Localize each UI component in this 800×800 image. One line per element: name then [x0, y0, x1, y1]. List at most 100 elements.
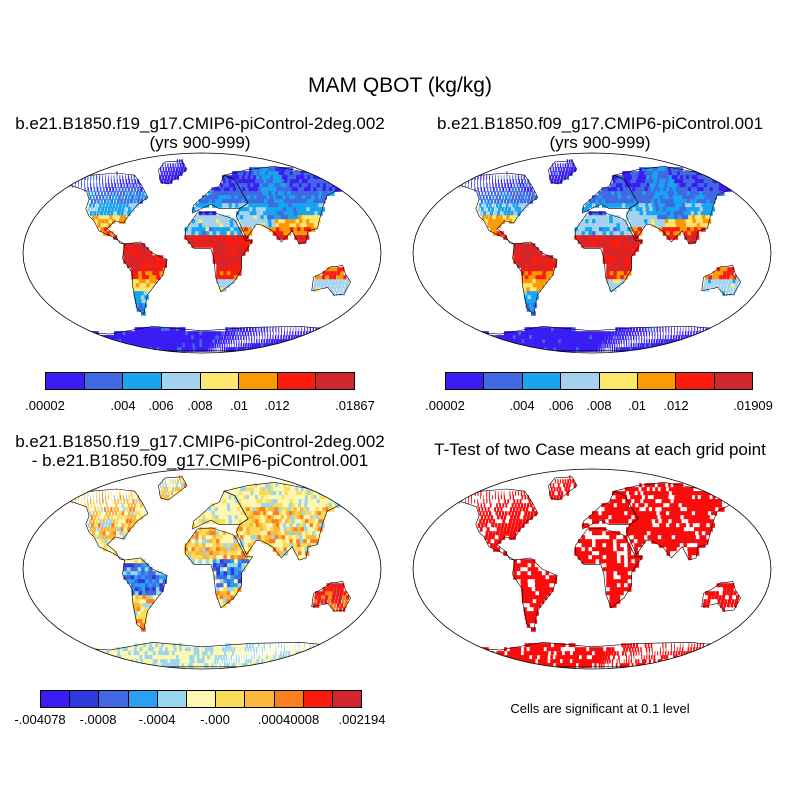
- grid-cell: [244, 243, 250, 248]
- grid-cell: [635, 171, 641, 176]
- grid-cell: [217, 347, 219, 352]
- grid-cell: [92, 531, 96, 536]
- grid-cell: [250, 175, 256, 180]
- grid-cell: [212, 539, 217, 544]
- grid-cell: [285, 223, 291, 228]
- grid-cell: [212, 259, 217, 264]
- grid-cell: [243, 219, 248, 224]
- grid-cell: [148, 271, 154, 276]
- grid-cell: [595, 195, 600, 200]
- grid-cell: [660, 187, 666, 192]
- grid-cell: [167, 175, 171, 180]
- grid-cell: [258, 339, 260, 344]
- grid-cell: [263, 511, 268, 516]
- grid-cell: [700, 187, 707, 192]
- grid-cell: [606, 223, 611, 228]
- grid-cell: [520, 259, 525, 264]
- grid-cell: [251, 651, 253, 656]
- grid-cell: [256, 655, 258, 660]
- grid-cell: [219, 563, 225, 568]
- grid-cell: [231, 511, 236, 516]
- grid-cell: [221, 335, 224, 340]
- grid-cell: [311, 511, 318, 516]
- grid-cell: [170, 339, 176, 344]
- grid-cell: [647, 187, 653, 192]
- grid-cell: [723, 267, 728, 272]
- grid-cell: [205, 215, 210, 220]
- grid-cell: [113, 343, 124, 348]
- grid-cell: [107, 507, 110, 512]
- grid-cell: [84, 503, 86, 508]
- grid-cell: [296, 191, 303, 196]
- grid-cell: [249, 211, 255, 216]
- grid-cell: [546, 331, 552, 336]
- grid-cell: [310, 527, 316, 532]
- grid-cell: [663, 347, 673, 352]
- grid-cell: [693, 223, 698, 228]
- grid-cell: [675, 347, 686, 352]
- grid-cell: [516, 259, 522, 264]
- grid-cell: [534, 255, 539, 260]
- grid-cell: [257, 503, 263, 508]
- grid-cell: [330, 287, 333, 292]
- grid-cell: [237, 559, 242, 564]
- grid-cell: [721, 179, 729, 184]
- grid-cell: [499, 187, 501, 192]
- grid-cell: [667, 215, 673, 220]
- grid-cell: [684, 215, 690, 220]
- grid-cell: [230, 563, 235, 568]
- grid-cell: [538, 259, 543, 264]
- grid-cell: [657, 347, 666, 352]
- grid-cell: [288, 203, 294, 208]
- grid-cell: [288, 219, 294, 224]
- panel-case1-name: b.e21.B1850.f19_g17.CMIP6-piControl-2deg…: [15, 114, 385, 133]
- grid-cell: [315, 507, 322, 512]
- grid-cell: [87, 499, 89, 504]
- grid-cell: [266, 195, 272, 200]
- grid-cell: [191, 207, 196, 212]
- grid-cell: [579, 343, 584, 348]
- grid-cell: [701, 215, 707, 220]
- grid-cell: [241, 499, 246, 504]
- grid-cell: [60, 331, 69, 336]
- grid-cell: [218, 203, 223, 208]
- grid-cell: [329, 587, 334, 592]
- grid-cell: [487, 347, 504, 352]
- grid-cell: [726, 275, 730, 280]
- grid-cell: [266, 643, 268, 648]
- grid-cell: [102, 663, 118, 668]
- grid-cell: [170, 655, 176, 660]
- grid-cell: [121, 207, 125, 212]
- grid-cell: [130, 251, 135, 256]
- grid-cell: [553, 179, 557, 184]
- grid-cell: [241, 243, 246, 248]
- grid-cell: [324, 651, 329, 656]
- grid-cell: [524, 247, 529, 252]
- grid-cell: [500, 231, 504, 236]
- grid-cell: [581, 207, 586, 212]
- grid-cell: [701, 203, 707, 208]
- grid-cell: [109, 503, 111, 508]
- grid-cell: [461, 339, 473, 344]
- grid-cell: [694, 235, 700, 240]
- grid-cell: [311, 335, 315, 340]
- grid-cell: [617, 255, 622, 260]
- grid-cell: [266, 179, 273, 184]
- grid-cell: [265, 347, 273, 352]
- grid-cell: [668, 339, 671, 344]
- grid-cell: [545, 335, 551, 340]
- grid-cell: [651, 339, 653, 344]
- grid-cell: [527, 247, 532, 252]
- grid-cell: [259, 499, 265, 504]
- grid-cell: [520, 255, 525, 260]
- grid-cell: [205, 559, 210, 564]
- grid-cell: [175, 643, 180, 648]
- grid-cell: [269, 195, 275, 200]
- grid-cell: [231, 515, 236, 520]
- grid-cell: [204, 331, 208, 336]
- grid-cell: [142, 619, 148, 624]
- grid-cell: [294, 503, 301, 508]
- grid-cell: [458, 335, 468, 340]
- grid-cell: [650, 179, 656, 184]
- grid-cell: [289, 543, 295, 548]
